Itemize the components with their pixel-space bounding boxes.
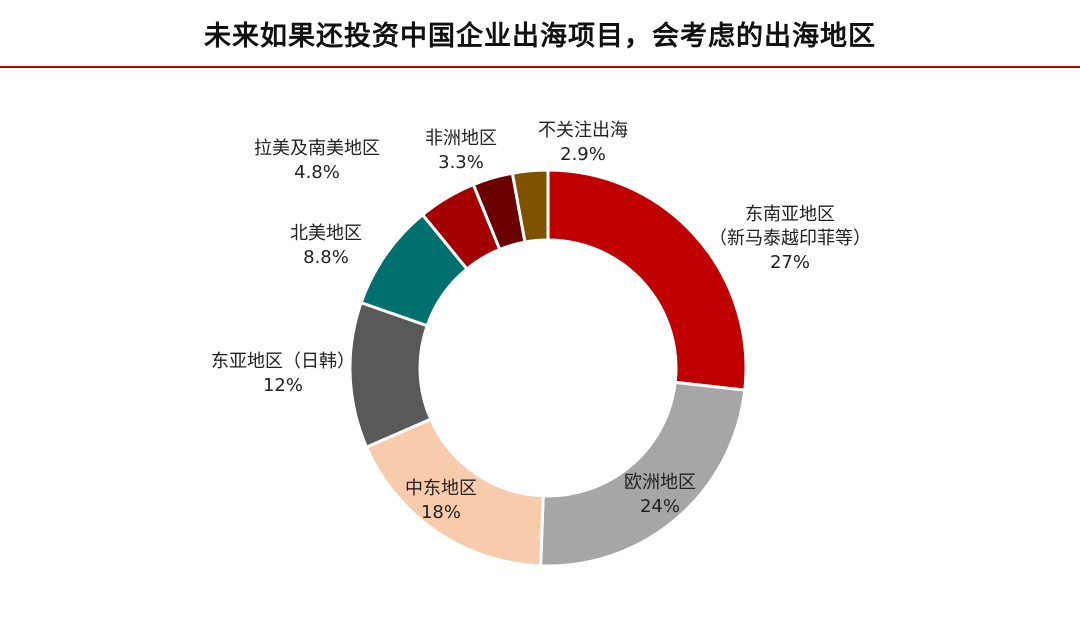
slice-value-label-0: 27%: [770, 252, 810, 273]
slice-category-label-5: 拉美及南美地区: [254, 138, 380, 159]
slice-value-label-1: 24%: [640, 496, 680, 517]
slice-value-label-2: 18%: [421, 502, 461, 523]
slice-value-label-5: 4.8%: [294, 162, 340, 183]
slice-category-label-1: 欧洲地区: [624, 472, 696, 493]
slice-category-label-2: 中东地区: [405, 478, 477, 499]
title-divider: [0, 66, 1080, 68]
slice-category-label-3: 东亚地区（日韩）: [211, 351, 355, 372]
donut-slice-1: [539, 380, 747, 568]
slice-category-label-6: 非洲地区: [425, 128, 497, 149]
slice-category-label-0: 东南亚地区: [745, 204, 835, 225]
slice-category-label-4: 北美地区: [290, 223, 362, 244]
slice-category-label-7: 不关注出海: [538, 120, 628, 141]
slice-category-label-0: （新马泰越印菲等）: [709, 228, 871, 249]
page-title: 未来如果还投资中国企业出海项目，会考虑的出海地区: [204, 21, 876, 52]
donut-slice-0: [546, 168, 748, 392]
slice-value-label-7: 2.9%: [560, 144, 606, 165]
donut-slice-7: [510, 168, 550, 244]
slice-value-label-6: 3.3%: [438, 152, 484, 173]
slice-value-label-3: 12%: [263, 375, 303, 396]
slice-value-label-4: 8.8%: [303, 247, 349, 268]
